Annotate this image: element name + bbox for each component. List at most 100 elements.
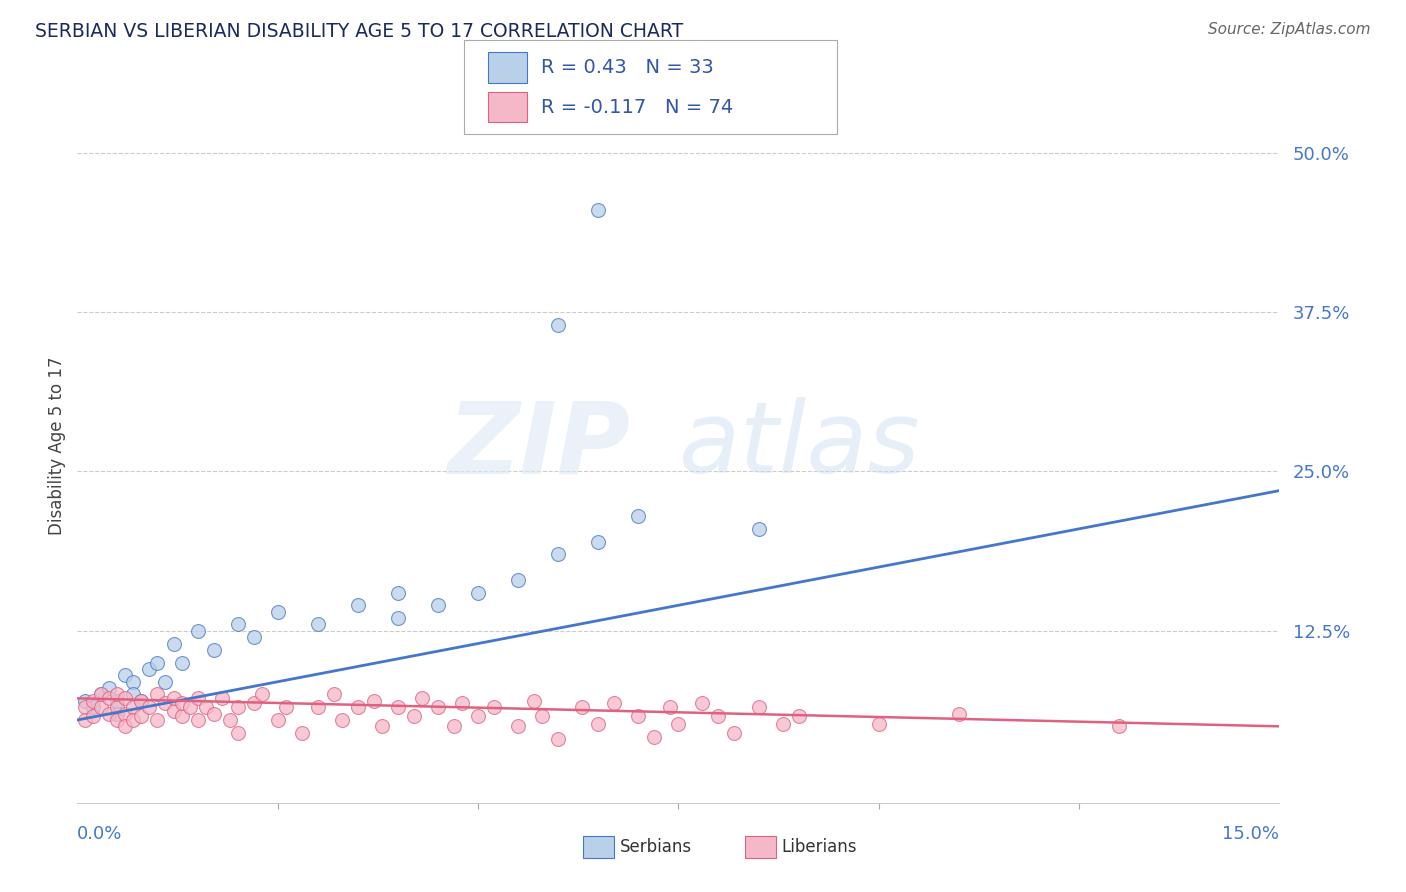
Point (146, 656, 169, 670)
Point (98, 691, 121, 706)
Point (82, 700, 104, 714)
Point (1108, 719, 1130, 733)
Point (75, 700, 97, 714)
Point (75, 694, 97, 708)
Point (467, 709, 489, 723)
Point (443, 719, 465, 733)
Point (547, 547, 569, 561)
Point (627, 709, 650, 723)
Point (155, 697, 177, 711)
Point (948, 706, 970, 721)
Point (402, 709, 425, 723)
Point (274, 700, 297, 714)
Point (748, 700, 770, 714)
Point (146, 688, 169, 702)
Point (226, 617, 249, 632)
Point (571, 700, 593, 714)
Point (82, 694, 104, 708)
Point (114, 668, 136, 682)
Text: atlas: atlas (679, 398, 920, 494)
Point (82, 709, 104, 723)
Point (482, 700, 505, 714)
Text: Liberians: Liberians (782, 838, 858, 856)
Point (138, 700, 160, 714)
Point (114, 691, 136, 706)
Point (508, 719, 530, 733)
Point (242, 630, 264, 644)
Point (627, 509, 650, 524)
Text: R = 0.43   N = 33: R = 0.43 N = 33 (541, 58, 714, 77)
Point (547, 732, 569, 747)
Text: 15.0%: 15.0% (1222, 825, 1279, 843)
Point (90, 700, 112, 714)
Point (122, 674, 145, 689)
Point (787, 709, 810, 723)
Point (467, 585, 489, 599)
Point (107, 688, 129, 702)
Point (226, 700, 249, 714)
Point (387, 700, 409, 714)
Point (202, 643, 225, 657)
Point (107, 700, 129, 714)
Point (107, 694, 129, 708)
Point (748, 522, 770, 536)
Point (692, 697, 714, 711)
Text: SERBIAN VS LIBERIAN DISABILITY AGE 5 TO 17 CORRELATION CHART: SERBIAN VS LIBERIAN DISABILITY AGE 5 TO … (35, 22, 683, 41)
Point (162, 691, 184, 706)
Point (387, 585, 409, 599)
Point (194, 700, 217, 714)
Point (547, 318, 569, 332)
Point (707, 709, 730, 723)
Point (588, 534, 610, 549)
Point (90, 688, 112, 702)
Point (868, 716, 890, 731)
Point (347, 700, 370, 714)
Point (107, 706, 129, 721)
Point (146, 713, 169, 727)
Point (155, 674, 177, 689)
Point (508, 573, 530, 587)
Point (186, 691, 209, 706)
Point (138, 662, 160, 676)
Point (250, 688, 273, 702)
Point (114, 719, 136, 733)
Point (330, 713, 353, 727)
Point (179, 700, 201, 714)
Point (170, 697, 193, 711)
Point (75, 713, 97, 727)
Point (162, 704, 184, 718)
Point (107, 713, 129, 727)
Point (659, 700, 682, 714)
Point (162, 636, 184, 650)
Point (363, 694, 385, 708)
Text: Serbians: Serbians (620, 838, 692, 856)
Point (307, 617, 329, 632)
Point (371, 719, 394, 733)
Point (643, 730, 665, 744)
Point (98, 681, 121, 695)
Point (211, 691, 233, 706)
Y-axis label: Disability Age 5 to 17: Disability Age 5 to 17 (48, 357, 66, 535)
Point (723, 725, 745, 739)
Point (267, 713, 290, 727)
Point (218, 713, 240, 727)
Point (170, 656, 193, 670)
Point (307, 700, 329, 714)
Point (322, 688, 344, 702)
Point (588, 203, 610, 218)
Text: R = -0.117   N = 74: R = -0.117 N = 74 (541, 97, 734, 117)
Point (531, 709, 554, 723)
Point (186, 713, 209, 727)
Text: 0.0%: 0.0% (77, 825, 122, 843)
Point (668, 716, 690, 731)
Point (387, 611, 409, 625)
Point (90, 688, 112, 702)
Point (114, 706, 136, 721)
Point (131, 694, 153, 708)
Text: ZIP: ZIP (447, 398, 630, 494)
Point (242, 697, 264, 711)
Point (588, 716, 610, 731)
Point (772, 716, 794, 731)
Point (186, 624, 209, 638)
Point (122, 688, 145, 702)
